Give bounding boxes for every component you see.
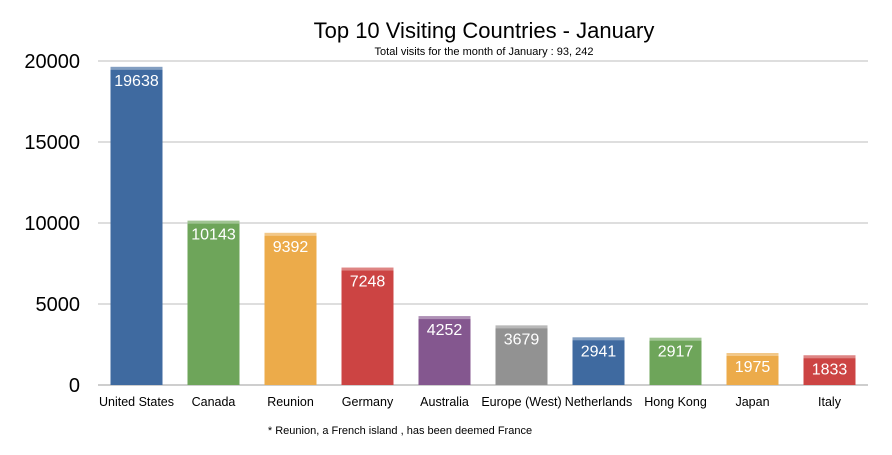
data-label: 19638 [114,73,159,90]
bar [264,232,317,385]
chart-title: Top 10 Visiting Countries - January [314,18,655,43]
bar-highlight [572,337,625,341]
x-axis-ticks: United States Canada Reunion Germany Austral… [99,395,842,409]
x-tick-label: Italy [818,395,842,409]
chart-subtitle: Total visits for the month of January : … [375,46,594,58]
x-tick-label: United States [99,395,174,409]
bar [187,220,240,385]
bar-highlight [110,66,163,70]
data-label: 1975 [735,359,771,376]
bar [418,316,471,385]
x-tick-label: Netherlands [565,395,632,409]
x-tick-label: Reunion [267,395,314,409]
x-tick-label: Europe (West) [481,395,561,409]
data-label: 2917 [658,344,694,361]
data-label: 4252 [427,322,463,339]
data-labels: 19638 10143 9392 7248 4252 3679 2941 2917 1975 18… [114,73,847,378]
bar [649,337,702,385]
x-tick-label: Japan [735,395,769,409]
bar [726,353,779,385]
data-label: 2941 [581,343,617,360]
y-tick-label: 0 [69,375,80,397]
bar-highlight [341,267,394,271]
bar-highlight [726,353,779,357]
bar [495,325,548,385]
x-tick-label: Australia [420,395,469,409]
data-label: 3679 [504,331,540,348]
bar-highlight [187,220,240,224]
bar [110,66,163,385]
bar [572,337,625,385]
bar [341,267,394,385]
bar-highlight [495,325,548,329]
y-tick-label: 20000 [24,51,80,73]
bar-highlight [803,355,856,359]
x-tick-label: Germany [342,395,394,409]
footnote: * Reunion, a French island , has been de… [268,425,532,437]
y-axis-ticks: 0 5000 10000 15000 20000 [24,51,80,397]
data-label: 10143 [191,227,236,244]
x-tick-label: Hong Kong [644,395,707,409]
bar-highlight [418,316,471,320]
y-tick-label: 15000 [24,132,80,154]
bar-highlight [649,337,702,341]
y-tick-label: 10000 [24,213,80,235]
bar-highlight [264,232,317,236]
bar [803,355,856,385]
data-label: 1833 [812,361,848,378]
x-tick-label: Canada [192,395,236,409]
data-label: 7248 [350,274,386,291]
data-label: 9392 [273,239,309,256]
y-tick-label: 5000 [36,294,81,316]
bars [110,66,856,385]
